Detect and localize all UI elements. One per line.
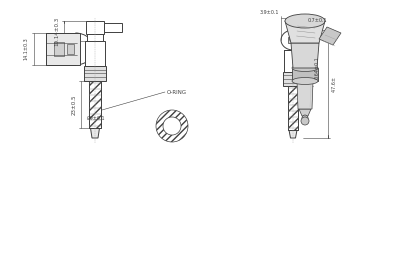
Bar: [89, 81, 101, 128]
Bar: [86, 21, 104, 34]
Polygon shape: [319, 27, 341, 45]
Polygon shape: [292, 68, 318, 81]
Polygon shape: [297, 81, 313, 109]
Wedge shape: [156, 110, 188, 142]
Polygon shape: [90, 128, 100, 138]
Text: 10.14±0.3: 10.14±0.3: [54, 16, 60, 46]
Text: O-RING: O-RING: [167, 89, 187, 94]
Text: 47.6±: 47.6±: [332, 76, 336, 92]
Bar: [87, 34, 103, 41]
Polygon shape: [299, 109, 311, 116]
Bar: [46, 33, 80, 65]
Polygon shape: [289, 130, 297, 138]
Bar: [294, 37, 298, 43]
Ellipse shape: [281, 30, 305, 50]
Bar: [85, 41, 105, 66]
Ellipse shape: [292, 77, 318, 85]
Bar: [284, 50, 302, 72]
Text: Ø9±0.1: Ø9±0.1: [87, 115, 105, 120]
Bar: [283, 72, 303, 86]
Text: 0.7±0.1: 0.7±0.1: [308, 19, 328, 23]
Bar: [54, 42, 64, 56]
Bar: [67, 44, 74, 54]
Bar: [89, 81, 101, 128]
Bar: [288, 37, 292, 43]
Polygon shape: [291, 43, 319, 68]
Bar: [104, 23, 122, 32]
Bar: [288, 86, 298, 130]
Polygon shape: [285, 21, 325, 43]
Text: 14.1±0.3: 14.1±0.3: [24, 38, 28, 60]
Circle shape: [302, 115, 308, 121]
Ellipse shape: [285, 14, 325, 28]
Text: 23±0.5: 23±0.5: [72, 94, 76, 115]
Ellipse shape: [292, 64, 318, 72]
Text: 3.9±0.1: 3.9±0.1: [260, 10, 279, 15]
Text: 0.64±0.1: 0.64±0.1: [314, 57, 320, 79]
Bar: [84, 66, 106, 81]
Bar: [288, 86, 298, 130]
Circle shape: [301, 117, 309, 125]
